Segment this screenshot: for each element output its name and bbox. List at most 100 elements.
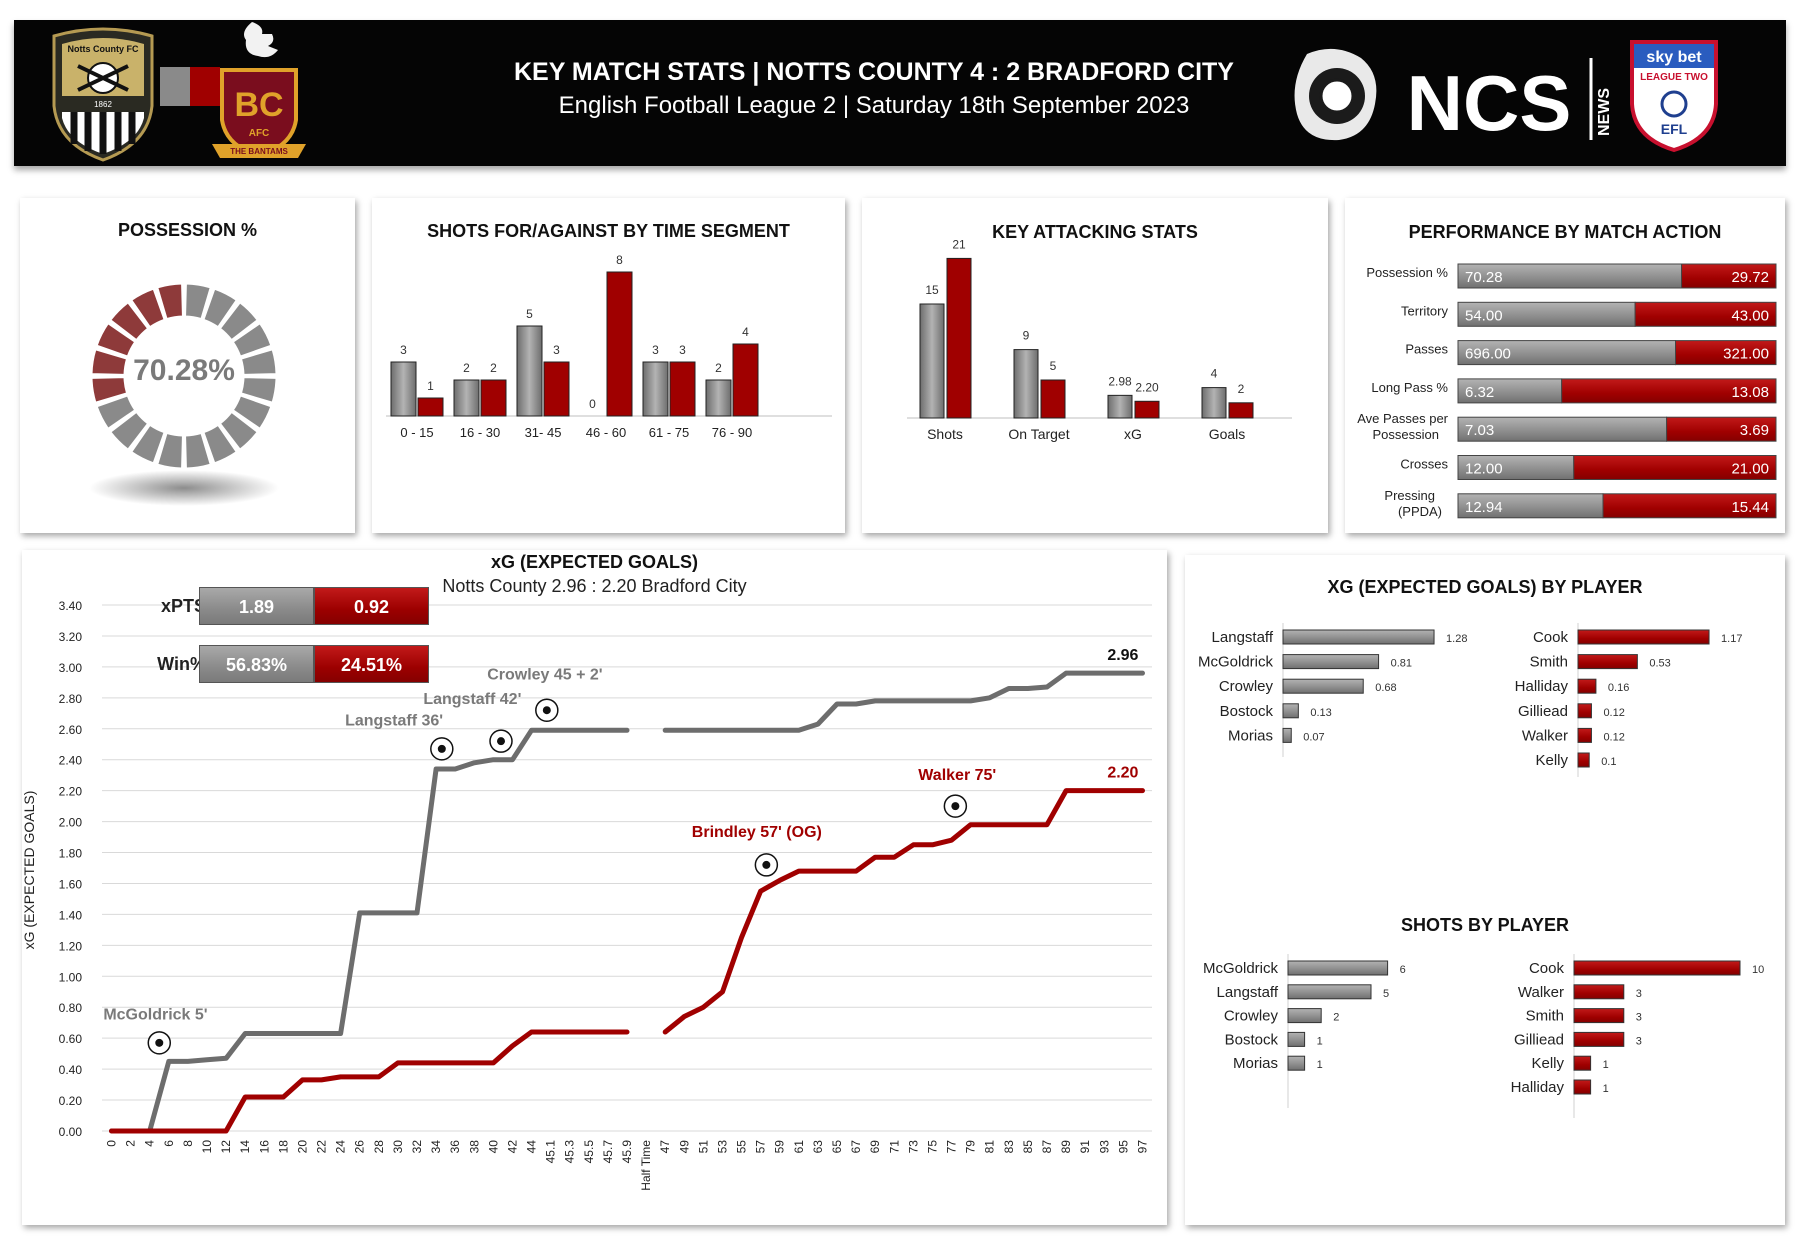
- data-label: 3: [400, 343, 407, 357]
- bar: [642, 361, 669, 417]
- x-tick-label: 71: [887, 1140, 901, 1154]
- ball-icon-patch: [951, 802, 960, 811]
- bar-value: 0.12: [1603, 731, 1624, 743]
- donut-segment: [219, 302, 258, 341]
- bar-value: 0.68: [1375, 682, 1396, 694]
- donut-segment: [185, 283, 211, 320]
- player-name: McGoldrick: [1198, 654, 1274, 671]
- x-tick-label: 44: [525, 1140, 539, 1154]
- away-crest-sub: AFC: [249, 128, 270, 139]
- x-tick-label: 20: [295, 1140, 309, 1154]
- home-bar: [1457, 493, 1604, 519]
- away-bar: [1681, 263, 1777, 289]
- ball-icon-patch: [437, 744, 446, 753]
- ncs-logo: NCS NEWS: [1294, 48, 1613, 147]
- bar-value: 1.28: [1446, 633, 1467, 645]
- x-tick-label: 61 - 75: [649, 425, 689, 440]
- x-tick-label: 81: [983, 1140, 997, 1154]
- player-panel: XG (EXPECTED GOALS) BY PLAYER SHOTS BY P…: [1185, 555, 1785, 1225]
- data-label: 9: [1023, 329, 1030, 343]
- data-label: 2: [490, 361, 497, 375]
- x-tick-label: Goals: [1209, 426, 1246, 442]
- xpts-away: 0.92: [314, 587, 429, 625]
- league-badge-top: sky bet: [1646, 49, 1702, 66]
- player-name: Smith: [1526, 1008, 1564, 1025]
- shots-segment-chart: 3 1 0 - 15 2 2 16 - 30 5 3 31- 45 0 8 46 - 60 3 3 61 -…: [386, 253, 832, 440]
- bar-value: 1.17: [1721, 633, 1742, 645]
- donut-segment: [232, 323, 272, 357]
- bar: [417, 397, 444, 417]
- donut-segment: [131, 288, 165, 328]
- data-label: 2: [715, 361, 722, 375]
- bar-value: 3: [1636, 1012, 1642, 1024]
- x-tick-label: 55: [735, 1140, 749, 1154]
- x-tick-label: 12: [219, 1140, 233, 1154]
- x-tick-label: 79: [964, 1140, 978, 1154]
- data-label: 5: [526, 307, 533, 321]
- x-tick-label: 36: [448, 1140, 462, 1154]
- bar-value: 1: [1317, 1059, 1323, 1071]
- possession-panel: POSSESSION % 70.28%: [20, 198, 355, 533]
- player-name: Langstaff: [1212, 629, 1274, 646]
- x-tick-label: 8: [181, 1140, 195, 1147]
- player-bar: [1573, 984, 1625, 1000]
- row-label-line: Pressing: [1384, 488, 1435, 503]
- x-tick-label: 45.9: [620, 1140, 634, 1164]
- x-tick-label: 18: [276, 1140, 290, 1154]
- donut-segment: [203, 288, 237, 328]
- bar-value: 0.53: [1649, 658, 1670, 670]
- bar: [453, 379, 480, 417]
- away-value: 321.00: [1723, 346, 1769, 363]
- data-label: 3: [679, 343, 686, 357]
- away-value: 29.72: [1731, 269, 1769, 286]
- data-label: 21: [952, 237, 966, 251]
- y-tick-label: 3.20: [59, 630, 83, 644]
- data-label: 1: [427, 379, 434, 393]
- x-tick-label: 65: [830, 1140, 844, 1154]
- y-tick-label: 2.60: [59, 723, 83, 737]
- player-bar: [1573, 1055, 1592, 1071]
- x-tick-label: 31- 45: [525, 425, 562, 440]
- goal-annotation: Brindley 57' (OG): [692, 824, 822, 841]
- shots-players-title: SHOTS BY PLAYER: [1400, 915, 1570, 935]
- data-label: 2: [463, 361, 470, 375]
- x-tick-label: 57: [754, 1140, 768, 1154]
- x-tick-label: 49: [677, 1140, 691, 1154]
- shots-segment-panel: SHOTS FOR/AGAINST BY TIME SEGMENT 3 1 0 - …: [372, 198, 845, 533]
- x-tick-label: Half Time: [639, 1140, 653, 1191]
- donut-segment: [219, 411, 258, 450]
- x-tick-label: 45.3: [563, 1140, 577, 1164]
- x-tick-label: 75: [925, 1140, 939, 1154]
- bar: [1134, 400, 1160, 419]
- data-label: 5: [1050, 359, 1057, 373]
- away-value: 15.44: [1731, 499, 1769, 516]
- away-crest-text: BC: [234, 86, 283, 124]
- player-name: Bostock: [1220, 703, 1274, 720]
- goal-annotation: McGoldrick 5': [103, 1007, 207, 1024]
- player-bar: [1573, 1079, 1592, 1095]
- player-bar: [1573, 1031, 1625, 1047]
- x-tick-label: 69: [868, 1140, 882, 1154]
- x-tick-label: 24: [334, 1140, 348, 1154]
- goal-annotation: Langstaff 42': [423, 691, 521, 708]
- donut-segments: [91, 283, 277, 469]
- y-tick-label: 1.60: [59, 877, 83, 891]
- y-axis-label: xG (EXPECTED GOALS): [22, 791, 37, 950]
- win-label: Win%:: [157, 654, 212, 674]
- row-label: Ave Passes per Possession: [1357, 411, 1448, 442]
- player-bar: [1282, 727, 1292, 743]
- away-bar: [1561, 378, 1777, 404]
- donut-shadow: [89, 470, 279, 506]
- x-tick-label: 91: [1078, 1140, 1092, 1154]
- player-bar: [1573, 1008, 1625, 1024]
- bar: [946, 257, 972, 419]
- away-value: 13.08: [1731, 384, 1769, 401]
- away-value: 3.69: [1740, 422, 1769, 439]
- goal-annotation: Crowley 45 + 2': [487, 666, 602, 683]
- donut-segment: [185, 432, 211, 469]
- crest-connector: [160, 67, 220, 106]
- x-tick-label: 89: [1059, 1140, 1073, 1154]
- bar-value: 1: [1317, 1035, 1323, 1047]
- player-name: Gilliead: [1514, 1031, 1564, 1048]
- home-value: 54.00: [1465, 307, 1503, 324]
